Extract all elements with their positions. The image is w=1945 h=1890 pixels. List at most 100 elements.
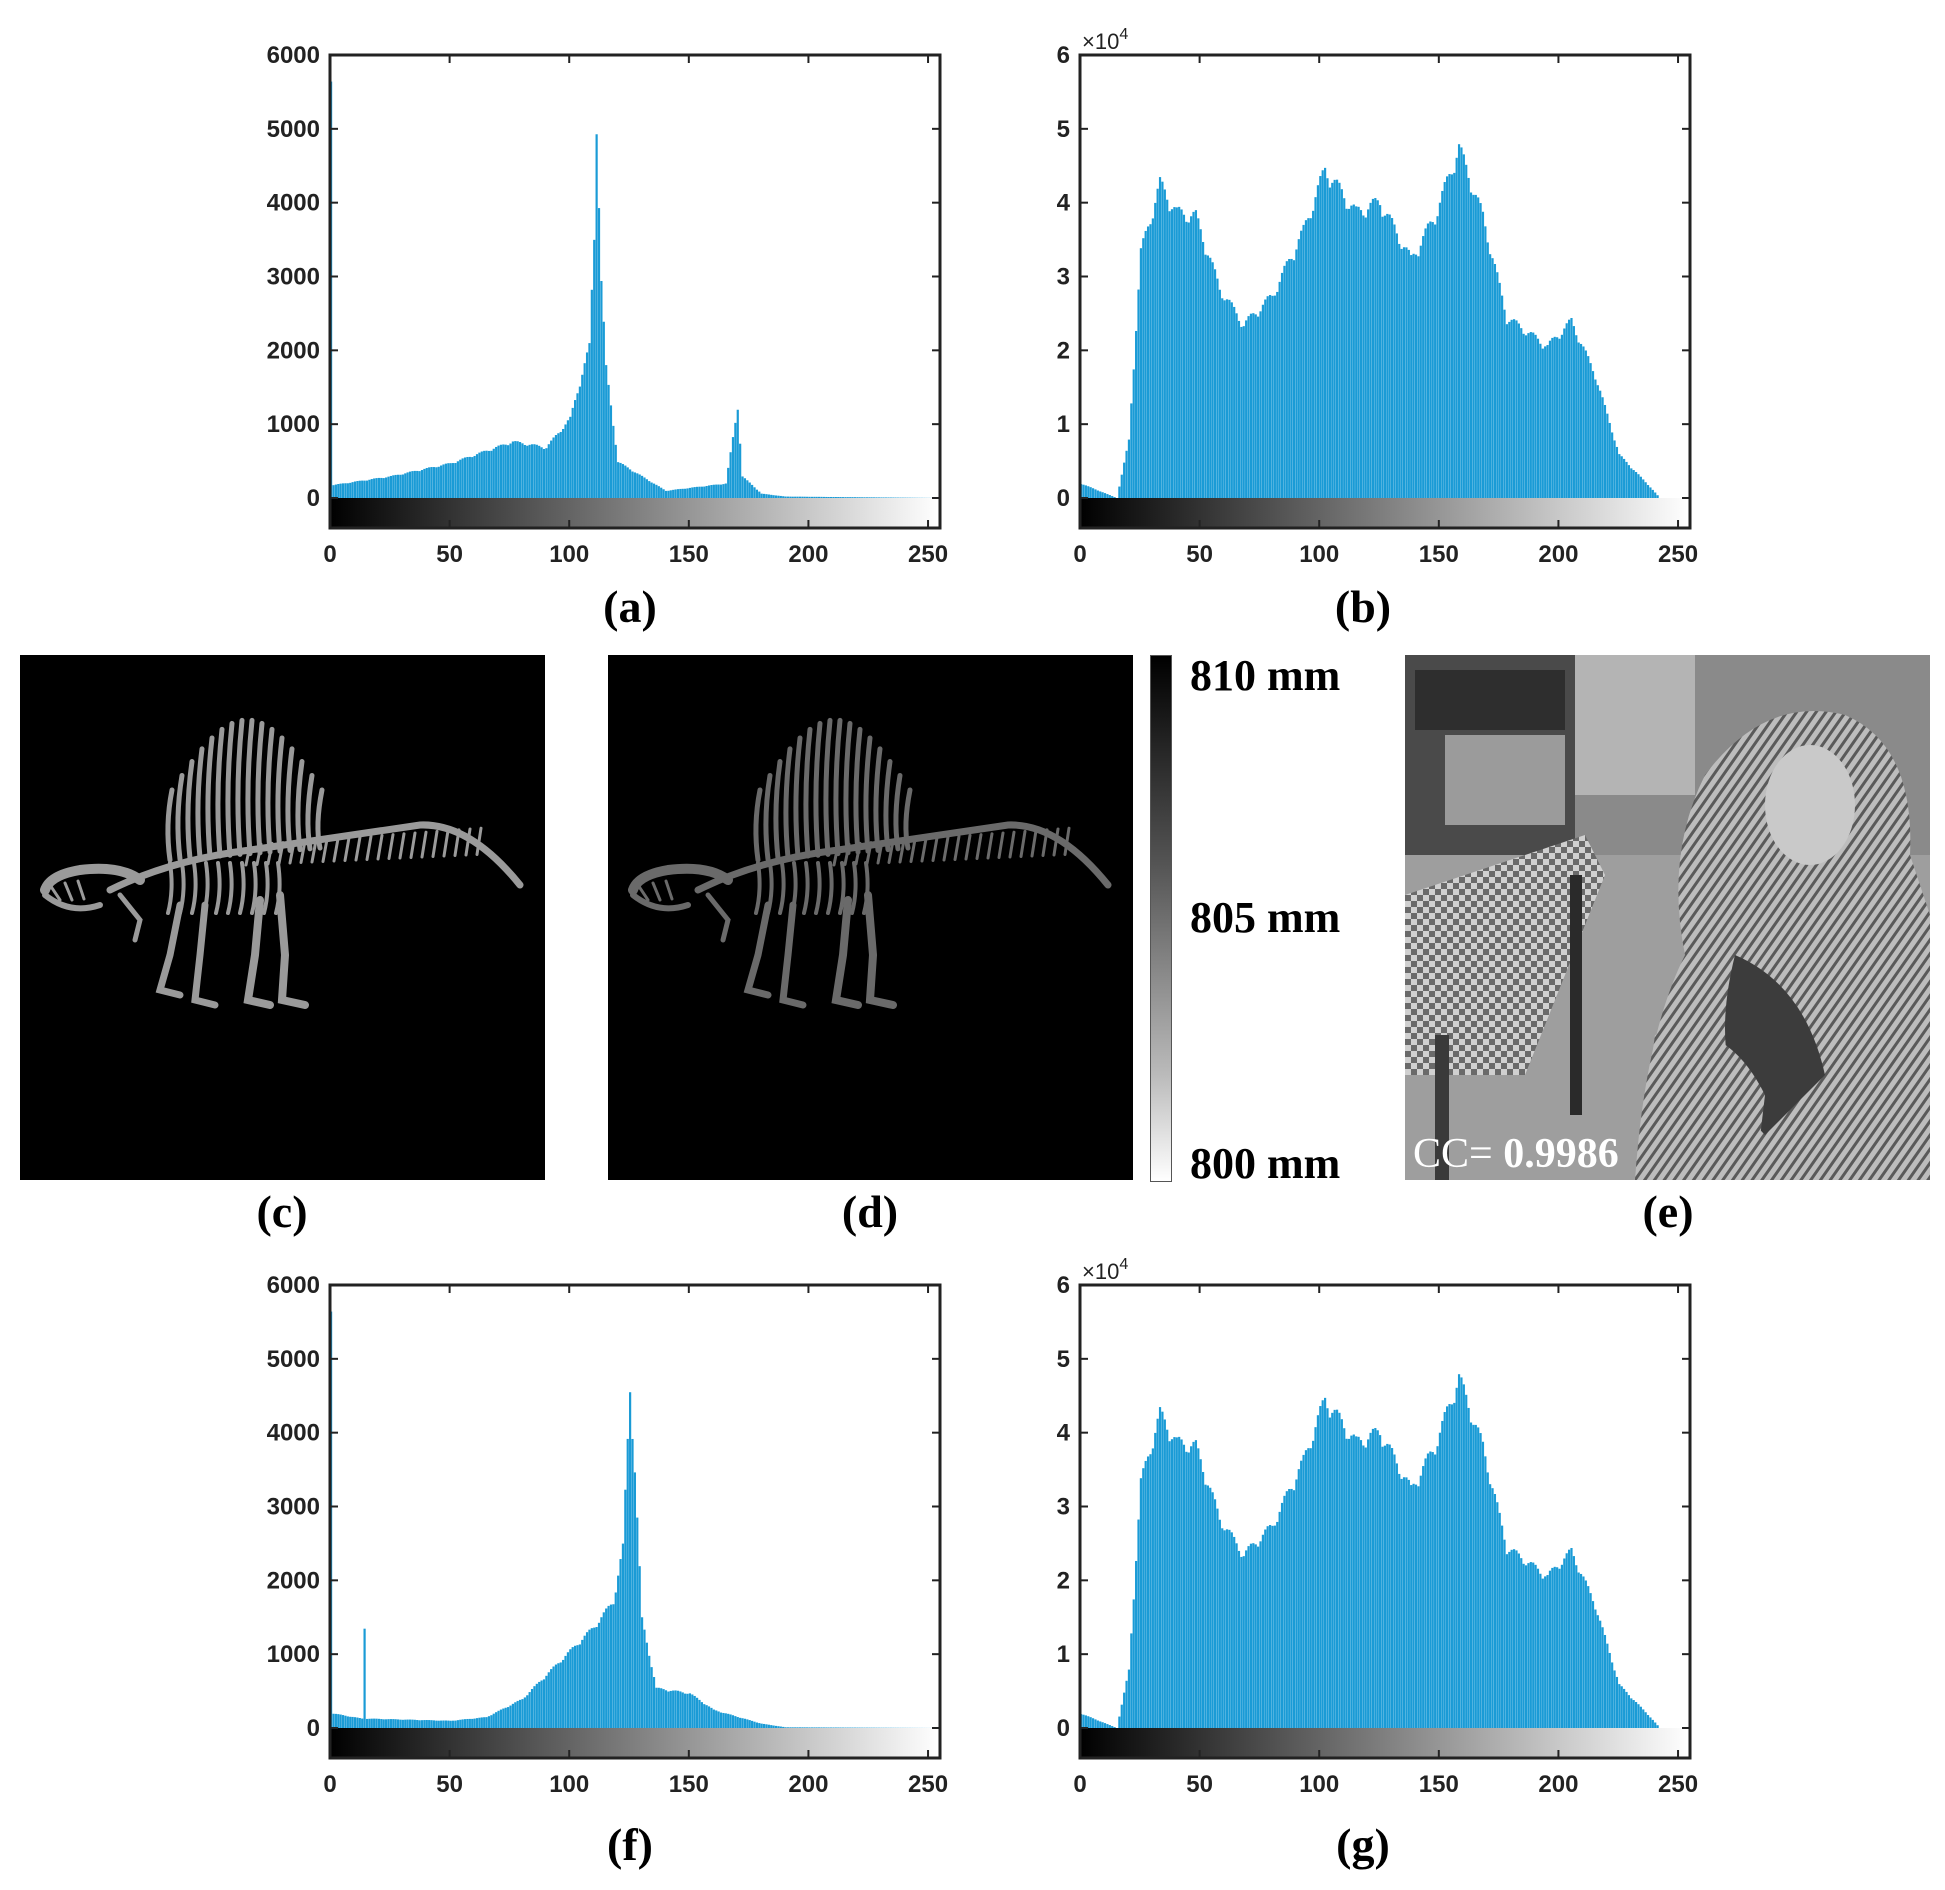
histogram-bar [1584, 1580, 1587, 1728]
histogram-bar [1390, 1448, 1394, 1728]
histogram-bar [1312, 210, 1315, 498]
histogram-bar [655, 1687, 658, 1728]
histogram-bar [545, 1675, 548, 1728]
histogram-bar [1443, 1412, 1446, 1728]
histogram-bar [1120, 474, 1123, 498]
histogram-bar [640, 475, 644, 498]
histogram-bar [492, 448, 495, 498]
histogram-bar [547, 1672, 550, 1728]
skeleton-bone [793, 735, 803, 860]
histogram-bar [581, 374, 584, 498]
skeleton-bone [838, 861, 846, 915]
histogram-bar [1175, 1437, 1178, 1728]
histogram-bar [1178, 206, 1181, 498]
histogram-bar [452, 1720, 455, 1728]
grayscale-strip [1080, 1728, 1690, 1758]
histogram-bar [487, 1716, 491, 1728]
skeleton-bone [166, 861, 174, 915]
histogram-bars [1080, 144, 1659, 499]
caption-b: (b) [1334, 581, 1392, 632]
histogram-bar [1130, 1633, 1133, 1728]
histogram-bar [1481, 1441, 1485, 1728]
histogram-bar [1209, 257, 1212, 498]
histogram-bar [1474, 1424, 1477, 1728]
x-tick-label: 0 [323, 1771, 336, 1798]
histogram-bars [330, 1311, 940, 1728]
histogram-bar [1618, 454, 1621, 498]
histogram-a: 0 1000 2000 3000 4000 5000 6000 0 50 100 150 200 250 [267, 42, 948, 568]
skeleton-bone [630, 892, 691, 912]
skeleton-bone [165, 787, 175, 863]
x-tick-label: 50 [436, 1771, 463, 1798]
histogram-bar [1347, 208, 1351, 498]
histogram-bar [1410, 1485, 1413, 1728]
histogram-bar [593, 1627, 596, 1728]
histogram-bar [1082, 1714, 1085, 1728]
histogram-bar [473, 455, 476, 498]
histogram-bar [772, 1725, 775, 1728]
skeleton-bone [191, 901, 219, 1009]
histogram-bar [686, 488, 689, 498]
histogram-bar [1450, 174, 1453, 498]
histogram-bar [1390, 218, 1394, 499]
histogram-bar [1357, 206, 1360, 498]
histogram-bar [435, 467, 438, 498]
histogram-bar [705, 1705, 708, 1728]
histogram-bar [1170, 209, 1174, 499]
skeleton-bone [783, 746, 793, 861]
histogram-bar [468, 456, 471, 498]
skeleton-bone [387, 833, 395, 860]
histogram-bar [1139, 1478, 1142, 1728]
histogram-bar [428, 467, 431, 498]
histogram-bar [834, 497, 837, 498]
histogram-bar [416, 470, 419, 498]
skeleton-bone [250, 861, 258, 915]
histogram-bar [1213, 1499, 1217, 1728]
histogram-bar [758, 491, 761, 498]
histogram-bar [1548, 1570, 1552, 1728]
histogram-bar [1235, 1543, 1238, 1728]
histogram-bar [1187, 222, 1190, 498]
histogram-bar [1505, 1554, 1508, 1728]
skeleton-bone [754, 861, 762, 915]
histogram-bar [1297, 1469, 1300, 1728]
x-tick-label: 100 [549, 541, 589, 568]
histogram-bar [1158, 177, 1162, 498]
histogram-bar [344, 483, 347, 498]
histogram-bar [624, 465, 627, 498]
histogram-bar [483, 1717, 486, 1728]
histogram-bar [346, 1716, 349, 1728]
histogram-bar [382, 478, 385, 498]
x-tick-label: 100 [1299, 1771, 1339, 1798]
skeleton-bone [843, 842, 851, 866]
histogram-bar [1190, 1446, 1193, 1728]
histogram-bar [1395, 1463, 1398, 1728]
histogram-bar [1091, 1718, 1095, 1728]
y-tick-label: 2 [1057, 1567, 1070, 1594]
histogram-bar [691, 487, 694, 498]
histogram-bar [411, 1719, 414, 1728]
skeleton-bone [779, 901, 807, 1009]
histogram-bar [636, 473, 639, 498]
grayscale-strip [1080, 498, 1690, 528]
histogram-bar [686, 1693, 689, 1728]
histogram-bar [1300, 1460, 1303, 1728]
caption-e: (e) [1642, 1186, 1694, 1237]
histogram-bar [349, 482, 352, 498]
histogram-bar [1213, 269, 1217, 498]
histogram-bar [365, 1718, 369, 1728]
image-d-depth-map [608, 655, 1133, 1180]
histogram-bar [1386, 213, 1389, 498]
histogram-bar [509, 443, 512, 498]
histogram-bar [1101, 492, 1104, 498]
histogram-bar [1355, 206, 1358, 498]
histogram-bar [540, 447, 543, 498]
histogram-bar [633, 1472, 636, 1728]
histogram-bar [1347, 1438, 1351, 1728]
histogram-bar [1199, 1459, 1202, 1728]
histogram-bar [1185, 1451, 1188, 1728]
histogram-bar [1369, 202, 1372, 498]
histogram-bar [1534, 334, 1537, 498]
histogram-bar [688, 487, 692, 498]
histogram-bar [1548, 340, 1552, 498]
